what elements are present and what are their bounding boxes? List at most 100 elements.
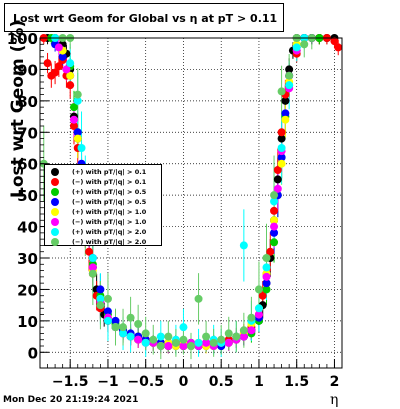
data-point bbox=[88, 269, 97, 278]
data-point bbox=[270, 206, 279, 215]
data-point bbox=[217, 335, 226, 344]
legend-marker bbox=[51, 228, 59, 236]
data-point bbox=[179, 335, 188, 344]
data-point bbox=[103, 307, 112, 316]
data-point bbox=[258, 291, 267, 300]
legend-label: (+) with pT/|q| > 2.0 bbox=[72, 228, 147, 236]
x-axis-label: η bbox=[330, 392, 339, 408]
data-point bbox=[273, 166, 282, 174]
data-point bbox=[179, 323, 188, 332]
data-point bbox=[51, 68, 60, 77]
data-point bbox=[58, 52, 67, 61]
data-point bbox=[149, 335, 158, 344]
data-point bbox=[202, 338, 211, 347]
legend: (+) with pT/|q| > 0.1 (−) with pT/|q| > 0… bbox=[44, 164, 162, 246]
data-point bbox=[239, 326, 248, 335]
data-point bbox=[262, 279, 271, 288]
data-point bbox=[232, 332, 241, 341]
data-point bbox=[96, 294, 105, 303]
data-point bbox=[224, 329, 233, 338]
data-point bbox=[273, 184, 282, 193]
data-point bbox=[96, 301, 105, 310]
data-point bbox=[285, 81, 294, 90]
data-point bbox=[209, 338, 218, 347]
data-point bbox=[270, 222, 279, 231]
legend-label: (−) with pT/|q| > 0.1 bbox=[72, 178, 147, 186]
data-point bbox=[187, 342, 195, 350]
data-point bbox=[164, 342, 173, 350]
legend-entry: (−) with pT/|q| > 0.1 bbox=[45, 177, 161, 187]
legend-marker bbox=[51, 188, 59, 196]
x-tick-label: −1.5 bbox=[52, 374, 89, 390]
x-tick-label: −0.5 bbox=[127, 374, 164, 390]
chart-title: Lost wrt Geom for Global vs η at pT > 0.… bbox=[13, 12, 278, 25]
data-point bbox=[300, 40, 309, 49]
y-tick-label: 20 bbox=[17, 281, 38, 299]
data-point bbox=[171, 338, 180, 347]
data-point bbox=[111, 316, 120, 325]
y-tick-label: 30 bbox=[17, 250, 38, 268]
data-point bbox=[330, 37, 339, 46]
x-tick-label: 0 bbox=[179, 374, 189, 390]
y-tick-label: 10 bbox=[17, 313, 38, 331]
data-point bbox=[277, 159, 286, 168]
legend-entry: (+) with pT/|q| > 0.5 bbox=[45, 187, 161, 197]
data-point bbox=[277, 87, 286, 96]
data-point bbox=[281, 115, 290, 124]
data-point bbox=[126, 313, 135, 322]
data-point bbox=[247, 313, 256, 322]
data-point bbox=[156, 342, 165, 350]
data-point bbox=[77, 144, 86, 152]
data-point bbox=[266, 247, 275, 256]
data-point bbox=[119, 329, 128, 338]
y-tick-label: 40 bbox=[17, 219, 38, 237]
data-point bbox=[103, 316, 112, 325]
data-point bbox=[103, 294, 112, 303]
legend-label: (−) with pT/|q| > 1.0 bbox=[72, 218, 147, 226]
legend-marker bbox=[51, 208, 59, 216]
y-tick-label: 0 bbox=[28, 344, 38, 362]
legend-marker bbox=[51, 168, 59, 176]
data-point bbox=[254, 304, 263, 313]
legend-marker bbox=[51, 238, 59, 246]
data-point bbox=[66, 59, 75, 68]
legend-entry: (+) with pT/|q| > 1.0 bbox=[45, 207, 161, 217]
y-tick-label: 70 bbox=[17, 124, 38, 142]
data-point bbox=[69, 115, 78, 124]
legend-label: (+) with pT/|q| > 0.1 bbox=[72, 168, 147, 176]
x-tick-label: 1.5 bbox=[284, 374, 309, 390]
data-point bbox=[270, 238, 279, 247]
data-point bbox=[277, 153, 286, 162]
data-point bbox=[111, 323, 120, 332]
data-point bbox=[88, 263, 97, 272]
data-point bbox=[273, 175, 282, 184]
legend-entry: (+) with pT/|q| > 2.0 bbox=[45, 227, 161, 237]
data-point bbox=[179, 342, 188, 350]
data-point bbox=[96, 285, 105, 294]
data-point bbox=[73, 90, 82, 99]
y-axis-label: Lost wrt Geom (%) bbox=[8, 19, 28, 198]
data-point bbox=[270, 191, 279, 200]
data-point bbox=[262, 254, 271, 262]
data-point bbox=[119, 323, 128, 332]
data-point bbox=[43, 59, 52, 68]
data-point bbox=[202, 332, 211, 341]
y-tick-label: 60 bbox=[17, 156, 38, 174]
x-tick-label: 0.5 bbox=[209, 374, 234, 390]
y-tick-label: 80 bbox=[17, 93, 38, 111]
x-tick-label: 1 bbox=[254, 374, 264, 390]
data-point bbox=[164, 332, 173, 341]
timestamp: Mon Dec 20 21:19:24 2021 bbox=[3, 395, 139, 405]
data-point bbox=[66, 81, 75, 90]
data-point bbox=[73, 96, 82, 105]
data-point bbox=[247, 326, 256, 335]
data-point bbox=[281, 96, 290, 105]
data-point bbox=[262, 285, 271, 294]
data-point bbox=[262, 263, 271, 272]
data-point bbox=[277, 134, 286, 143]
data-point bbox=[239, 332, 248, 341]
data-point bbox=[141, 329, 150, 338]
data-point bbox=[285, 71, 294, 80]
data-point bbox=[262, 272, 271, 281]
